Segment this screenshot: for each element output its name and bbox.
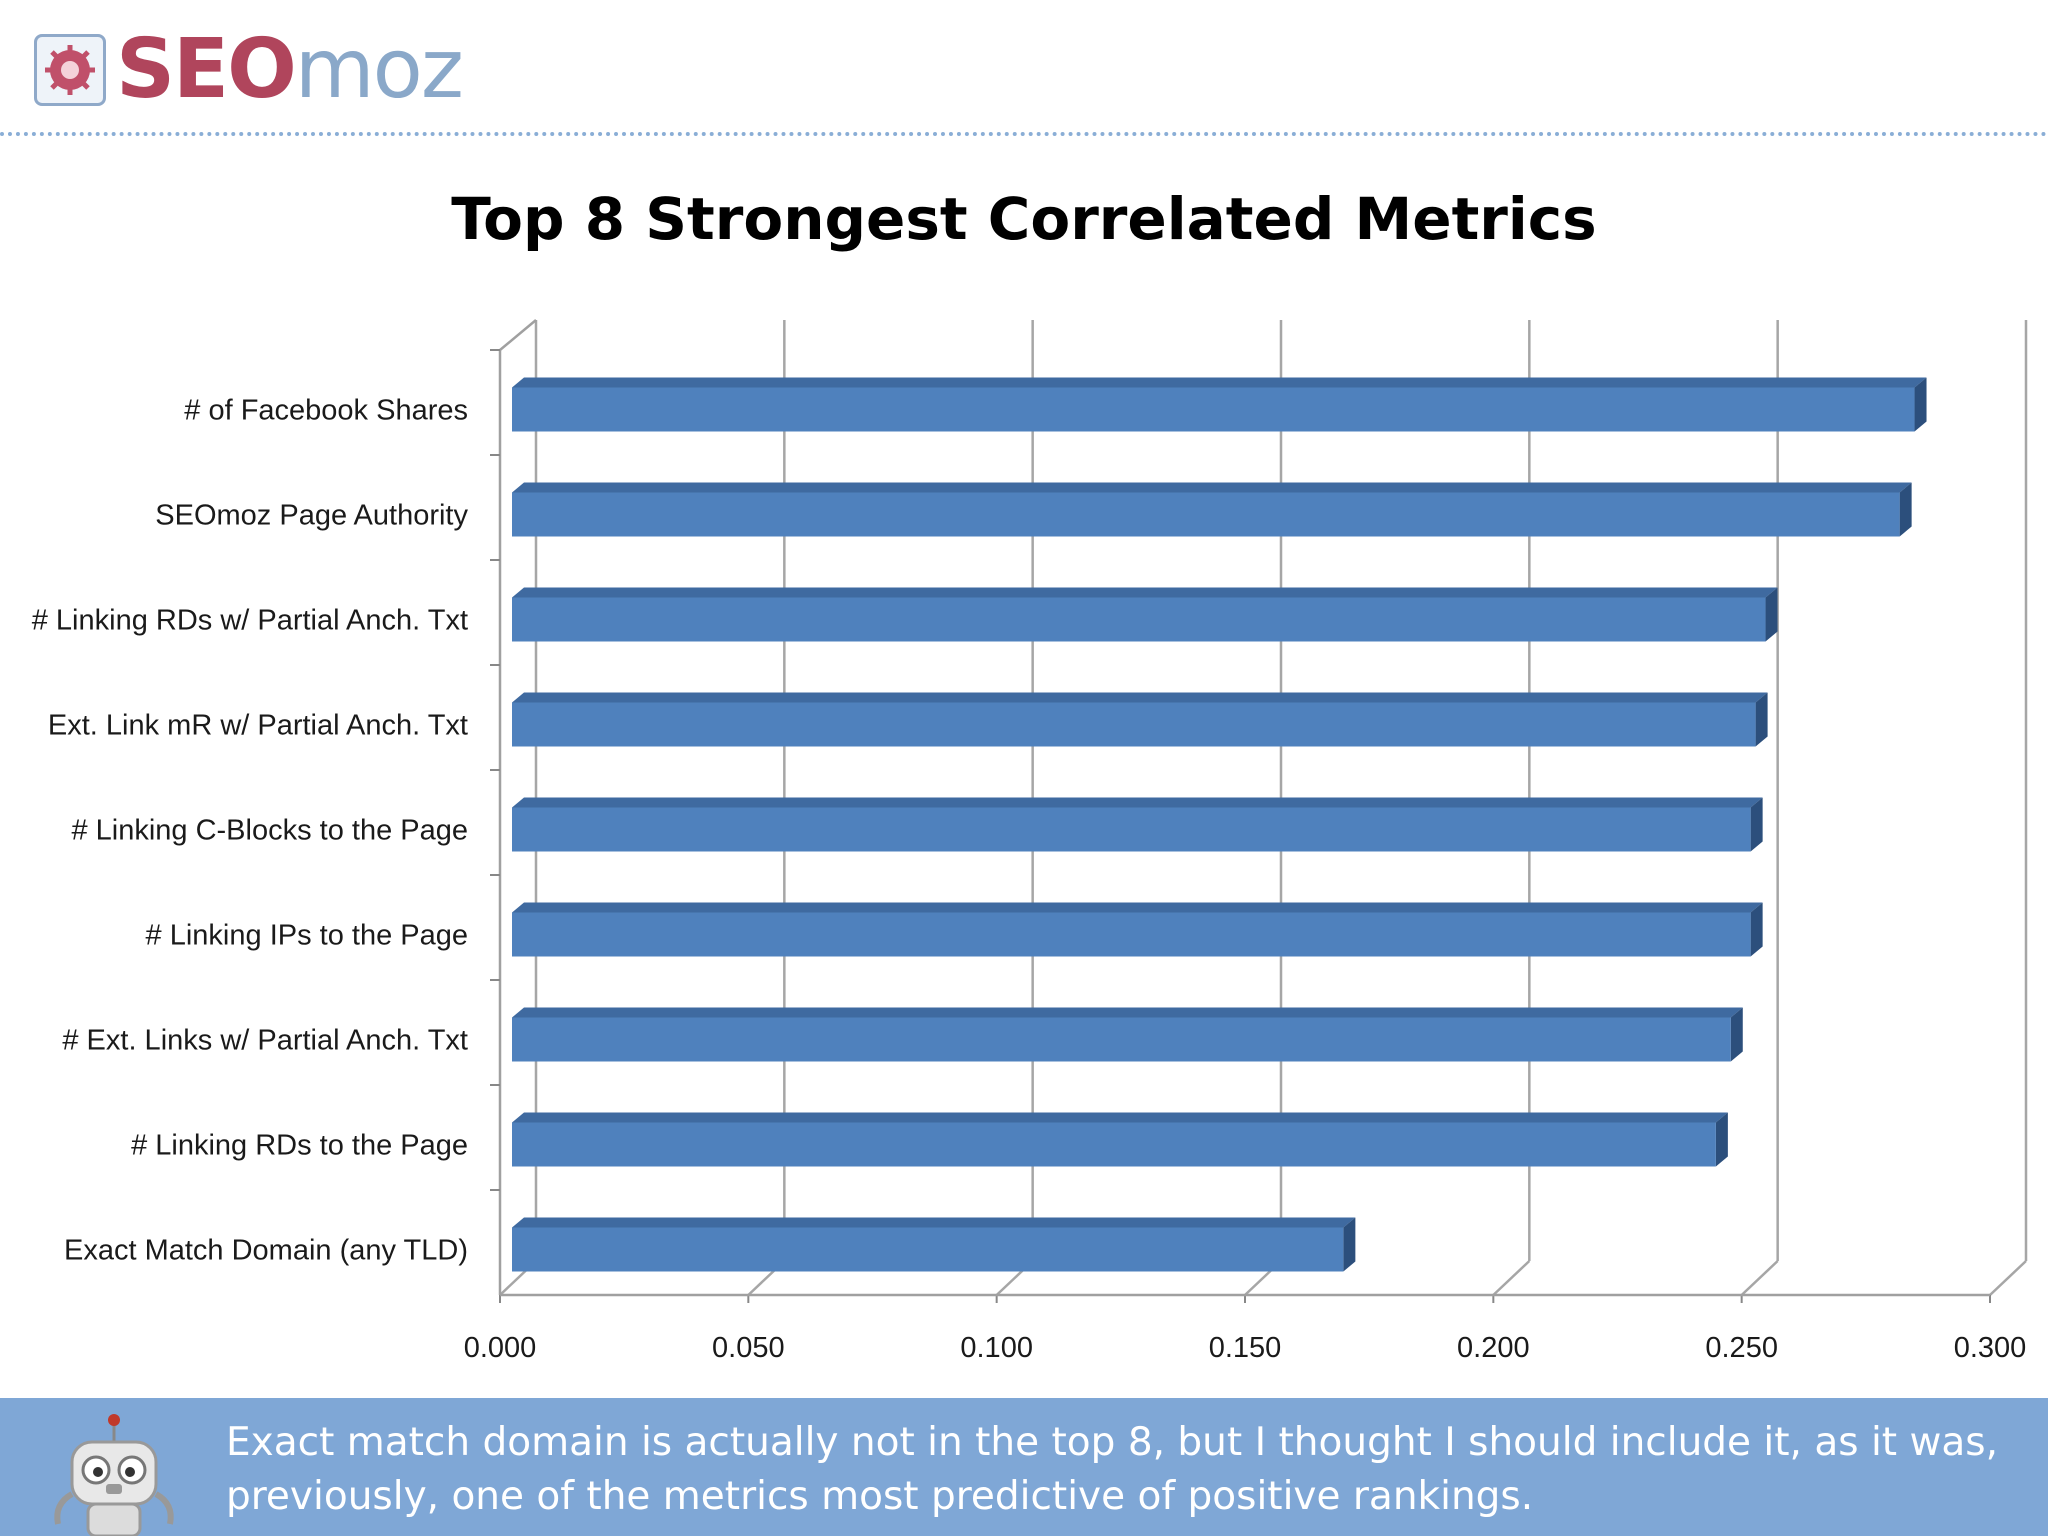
category-label: Exact Match Domain (any TLD) — [64, 1235, 468, 1267]
y-axis-top-edge — [499, 319, 537, 351]
footer-banner: Exact match domain is actually not in th… — [0, 1398, 2048, 1538]
bar — [512, 797, 1763, 852]
bar — [512, 377, 1927, 432]
x-tick-label: 0.150 — [1209, 1332, 1282, 1364]
bar-side-face — [1899, 482, 1912, 537]
chart-title: Top 8 Strongest Correlated Metrics — [451, 185, 1597, 253]
floor-gridline — [1492, 1260, 1531, 1296]
bar-top-face — [512, 797, 1763, 808]
chart-bars — [512, 377, 1927, 1272]
category-label: # Linking RDs w/ Partial Anch. Txt — [32, 605, 468, 637]
seomoz-gear-icon — [34, 34, 106, 106]
category-label: SEOmoz Page Authority — [155, 500, 468, 532]
bar-front-face — [512, 1227, 1344, 1272]
bar-top-face — [512, 587, 1778, 598]
bar-front-face — [512, 702, 1756, 747]
seomoz-logo: SEOmoz — [34, 29, 464, 111]
x-tick-label: 0.000 — [464, 1332, 537, 1364]
bar-top-face — [512, 692, 1768, 703]
bar-side-face — [1765, 587, 1778, 642]
floor-gridline — [1989, 1260, 2027, 1296]
bar-front-face — [512, 807, 1751, 852]
x-tick-label: 0.300 — [1954, 1332, 2027, 1364]
bar — [512, 1217, 1356, 1272]
footer-note: Exact match domain is actually not in th… — [226, 1416, 2006, 1524]
category-label: # Ext. Links w/ Partial Anch. Txt — [62, 1025, 468, 1057]
bar-chart: 0.000 0.050 0.100 0.150 0.200 0.250 0.300 # of … — [32, 319, 2028, 1365]
bar — [512, 587, 1778, 642]
bar-side-face — [1755, 692, 1768, 747]
bar — [512, 902, 1763, 957]
bar — [512, 1007, 1743, 1062]
chart-labels: 0.000 0.050 0.100 0.150 0.200 0.250 0.300 # of … — [32, 395, 2027, 1365]
header-divider — [0, 132, 2048, 136]
bar-front-face — [512, 387, 1915, 432]
bar-front-face — [512, 1122, 1716, 1167]
bar-front-face — [512, 597, 1766, 642]
bar — [512, 1112, 1728, 1167]
x-tick-label: 0.100 — [960, 1332, 1033, 1364]
category-label: # Linking IPs to the Page — [146, 920, 468, 952]
category-label: Ext. Link mR w/ Partial Anch. Txt — [48, 710, 468, 742]
bar-top-face — [512, 1112, 1728, 1123]
category-label: # Linking C-Blocks to the Page — [71, 815, 468, 847]
floor-gridline — [1740, 1260, 1779, 1296]
bar-top-face — [512, 1217, 1356, 1228]
bar-top-face — [512, 902, 1763, 913]
roger-robot-icon — [44, 1412, 184, 1538]
category-label: # of Facebook Shares — [184, 395, 468, 427]
footer-note-line-1: Exact match domain is actually not in th… — [226, 1420, 1999, 1465]
logo-seo: SEO — [116, 22, 297, 117]
bar-front-face — [512, 1017, 1731, 1062]
bar-front-face — [512, 492, 1900, 537]
bar — [512, 482, 1912, 537]
footer-note-line-2: previously, one of the metrics most pred… — [226, 1474, 1534, 1519]
bar — [512, 692, 1768, 747]
bar-front-face — [512, 912, 1751, 957]
bar-side-face — [1343, 1217, 1356, 1272]
bar-top-face — [512, 377, 1927, 388]
bar-top-face — [512, 1007, 1743, 1018]
bar-side-face — [1750, 902, 1763, 957]
bar-top-face — [512, 482, 1912, 493]
chart-grid — [490, 319, 2028, 1303]
bar-side-face — [1914, 377, 1927, 432]
logo-wordmark: SEOmoz — [116, 29, 464, 111]
x-tick-label: 0.250 — [1705, 1332, 1778, 1364]
x-tick-label: 0.200 — [1457, 1332, 1530, 1364]
x-tick-label: 0.050 — [712, 1332, 785, 1364]
category-label: # Linking RDs to the Page — [131, 1130, 468, 1162]
bar-side-face — [1730, 1007, 1743, 1062]
bar-side-face — [1715, 1112, 1728, 1167]
header: SEOmoz — [0, 0, 2048, 140]
logo-moz: moz — [294, 22, 464, 117]
bar-side-face — [1750, 797, 1763, 852]
